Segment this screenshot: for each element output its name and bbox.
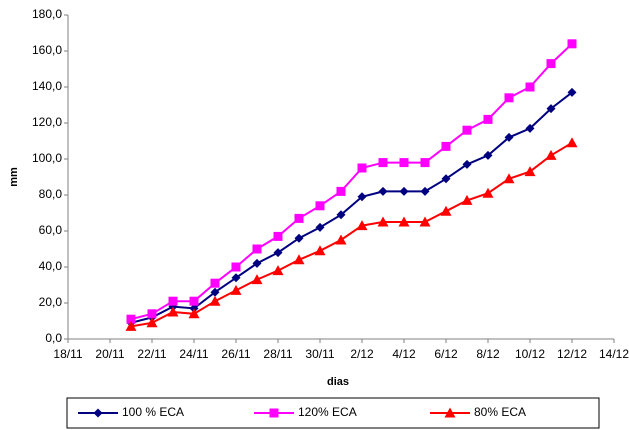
marker: [525, 82, 535, 92]
x-tick-label: 22/11: [137, 347, 166, 361]
x-tick-label: 14/12: [599, 347, 629, 361]
marker: [294, 233, 304, 243]
marker: [419, 216, 431, 227]
marker: [210, 287, 220, 297]
marker: [357, 192, 367, 202]
marker: [209, 295, 221, 306]
marker: [545, 149, 557, 160]
x-tick-label: 10/12: [515, 347, 545, 361]
y-axis-label: mm: [8, 167, 20, 187]
marker: [126, 314, 136, 324]
legend-label: 80% ECA: [474, 405, 526, 419]
series-line: [130, 43, 573, 321]
marker: [125, 320, 137, 331]
marker: [399, 186, 409, 196]
marker: [336, 210, 346, 220]
marker: [314, 245, 326, 256]
marker: [189, 296, 199, 306]
marker: [147, 309, 157, 319]
marker: [440, 205, 452, 216]
marker: [231, 262, 241, 272]
x-tick-label: 26/11: [221, 347, 250, 361]
marker: [461, 194, 473, 205]
marker: [251, 274, 263, 285]
y-tick-label: 100,0: [32, 151, 62, 165]
marker: [146, 317, 158, 328]
y-tick-label: 20,0: [39, 295, 63, 309]
marker: [378, 186, 388, 196]
x-tick-label: 30/11: [305, 347, 334, 361]
marker: [377, 216, 389, 227]
marker: [462, 125, 472, 135]
marker: [210, 278, 220, 288]
marker: [567, 87, 577, 97]
y-tick-label: 160,0: [32, 43, 62, 57]
marker: [444, 407, 456, 418]
x-tick-label: 20/11: [95, 347, 124, 361]
marker: [294, 213, 304, 223]
marker: [357, 163, 367, 173]
marker: [293, 254, 305, 265]
y-tick-label: 40,0: [39, 259, 63, 273]
marker: [231, 273, 241, 283]
marker: [252, 258, 262, 268]
marker: [420, 158, 430, 168]
marker: [272, 265, 284, 276]
marker: [188, 308, 200, 319]
marker: [483, 114, 493, 124]
marker: [252, 244, 262, 254]
series-line: [130, 141, 573, 328]
x-tick-label: 2/12: [350, 347, 374, 361]
marker: [462, 159, 472, 169]
marker: [335, 234, 347, 245]
legend-label: 120% ECA: [298, 405, 357, 419]
marker: [567, 39, 577, 49]
x-tick-label: 6/12: [434, 347, 458, 361]
marker: [378, 158, 388, 168]
marker: [546, 59, 556, 69]
x-tick-label: 8/12: [476, 347, 500, 361]
marker: [503, 173, 515, 184]
marker: [398, 216, 410, 227]
marker: [441, 174, 451, 184]
marker: [336, 186, 346, 196]
y-tick-label: 180,0: [32, 7, 62, 21]
x-tick-label: 12/12: [557, 347, 587, 361]
marker: [356, 220, 368, 231]
legend-label: 100 % ECA: [122, 405, 184, 419]
marker: [93, 408, 103, 418]
y-tick-label: 60,0: [39, 223, 63, 237]
x-tick-label: 18/11: [53, 347, 82, 361]
marker: [546, 104, 556, 114]
y-tick-label: 0,0: [45, 331, 62, 345]
marker: [315, 222, 325, 232]
marker: [167, 306, 179, 317]
x-tick-label: 24/11: [179, 347, 208, 361]
marker: [525, 123, 535, 133]
marker: [273, 248, 283, 258]
marker: [273, 231, 283, 241]
marker: [420, 186, 430, 196]
marker: [441, 141, 451, 151]
marker: [168, 296, 178, 306]
y-tick-label: 80,0: [39, 187, 63, 201]
series-line: [130, 91, 573, 324]
marker: [230, 284, 242, 295]
x-tick-label: 4/12: [392, 347, 416, 361]
marker: [269, 408, 279, 418]
marker: [483, 150, 493, 160]
marker: [504, 93, 514, 103]
x-tick-label: 28/11: [263, 347, 292, 361]
marker: [399, 158, 409, 168]
y-tick-label: 140,0: [32, 79, 62, 93]
marker: [315, 201, 325, 211]
marker: [566, 137, 578, 148]
y-tick-label: 120,0: [32, 115, 62, 129]
legend-box: [66, 397, 600, 429]
marker: [524, 166, 536, 177]
x-axis-label: dias: [327, 376, 349, 388]
marker: [504, 132, 514, 142]
marker: [482, 187, 494, 198]
